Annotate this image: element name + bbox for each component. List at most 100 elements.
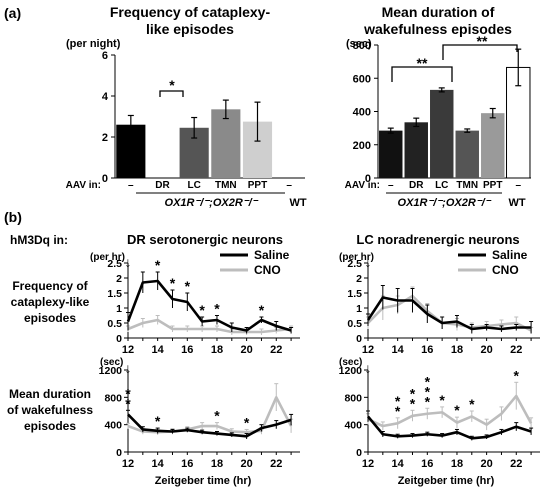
panel-b-label: (b) (4, 209, 22, 225)
lc-dur-y-tick-label: 0 (356, 447, 362, 459)
lc-freq-x-tick-label: 12 (362, 344, 374, 356)
a2-category-label: PPT (483, 180, 502, 191)
a2-y-tick-label: 400 (353, 107, 371, 119)
a2-y-tick-label: 800 (353, 40, 371, 52)
lc-dur-y-tick-label: 400 (344, 420, 362, 432)
a2-bar (430, 89, 454, 178)
lc-dur-x-tick-label: 14 (392, 458, 405, 470)
lc-dur-sig-star: * (514, 367, 520, 383)
a2-y-tick-label: 200 (353, 140, 371, 152)
a1-sig-star: * (169, 77, 175, 93)
dr-dur-saline-line (127, 413, 292, 438)
a1-bar (211, 109, 241, 178)
freq-row-label-line2: cataplexy-like (11, 295, 90, 309)
lc-dur-x-tick-label: 20 (480, 458, 492, 470)
dr-freq-y-tick-label: 2.5 (107, 258, 122, 270)
dr-dur-x-tick-label: 12 (122, 458, 134, 470)
a2-unit-label: (sec) (346, 38, 372, 50)
lc-dur-sig-star: * (439, 392, 445, 408)
a2-wt-label: WT (508, 197, 525, 209)
a2-y-tick-label: 0 (365, 173, 371, 185)
lc-dur-sig-star: * (425, 393, 431, 409)
dr-dur-sig-star: * (125, 395, 131, 411)
a2-bar (481, 113, 505, 178)
chart-a1: Frequency of cataplexy- like episodes (p… (66, 4, 307, 209)
dr-freq-y-tick-label: 0.5 (107, 318, 122, 330)
a2-category-labels: – DR LC TMN PPT – (388, 180, 522, 191)
dr-legend-cno-label: CNO (254, 263, 281, 277)
dr-freq-cno-line (127, 318, 292, 334)
dr-dur-sig-star: * (214, 408, 220, 424)
dr-freq-saline-line (126, 279, 292, 332)
dr-dur-sig-star: * (155, 413, 161, 429)
lc-dur-x-tick-label: 18 (451, 458, 463, 470)
a2-bars (379, 48, 531, 179)
dr-title: DR serotonergic neurons (127, 232, 283, 247)
lc-dur-x-tick-label: 16 (421, 458, 433, 470)
lc-freq-unit: (per hr) (339, 252, 374, 263)
dr-xaxis-title: Zeitgeber time (hr) (155, 475, 252, 487)
dr-dur-y-tick-label: 0 (116, 447, 122, 459)
lc-freq-cno-line (367, 294, 532, 332)
lc-dur-arrow-icon: ↓ (365, 360, 372, 376)
freq-row-label-line1: Frequency of (12, 279, 88, 293)
lc-dur-x-tick-label: 22 (510, 458, 522, 470)
lc-dur-sig-star: * (395, 403, 401, 419)
lc-dur-x-tick-label: 12 (362, 458, 374, 470)
dr-freq-y-tick-label: 0 (116, 333, 122, 345)
lc-freq-y-tick-label: 1.5 (347, 288, 362, 300)
lc-dur-cno-line (367, 394, 533, 428)
lc-freq-x-tick-label: 14 (392, 344, 405, 356)
dur-row-label-line3: episodes (24, 419, 76, 433)
a2-sig-bracket-1 (391, 66, 453, 82)
a2-sig-stars-1: ** (417, 55, 428, 71)
lc-dur-y-tick-label: 800 (344, 392, 362, 404)
lc-dur-y-tick-label: 1200 (339, 365, 363, 377)
dr-freq-y-tick-label: 1 (116, 303, 122, 315)
dr-freq-sig-star: * (259, 302, 265, 318)
dr-freq-sig-star: * (155, 257, 161, 273)
dr-freq-x-tick-label: 18 (211, 344, 223, 356)
a2-category-label: – (388, 180, 394, 191)
dur-row-label: Mean duration of wakefulness episodes (7, 387, 93, 433)
lc-dur-sig-star: * (425, 383, 431, 399)
dr-dur-y-tick-label: 800 (104, 392, 122, 404)
dr-freq-x-tick-label: 12 (122, 344, 134, 356)
lc-dur-sig-star: * (410, 395, 416, 411)
a2-title-line2: wakefulness episodes (363, 21, 512, 37)
lc-dur-unit: (sec) (339, 357, 362, 368)
lc-dur-sig-star: * (454, 402, 460, 418)
chart-lc-frequency: 0 0.5 1 1.5 2 2.5 12 14 16 18 20 22 (347, 258, 540, 356)
dr-freq-unit: (per hr) (90, 252, 125, 263)
a1-aav-label: AAV in: (66, 180, 101, 191)
a2-aav-label: AAV in: (345, 180, 380, 191)
dr-freq-sig-star: * (185, 278, 191, 294)
panel-a-label: (a) (4, 5, 21, 21)
dr-dur-x-tick-label: 20 (240, 458, 252, 470)
a2-bar (379, 130, 403, 178)
a1-bars (116, 99, 273, 178)
chart-a2: Mean duration of wakefulness episodes (s… (345, 4, 531, 209)
dr-freq-x-tick-label: 22 (270, 344, 282, 356)
dr-dur-x-tick-label: 14 (152, 458, 165, 470)
a2-category-label: LC (435, 180, 448, 191)
dr-dur-sig-star: * (244, 414, 250, 430)
dr-freq-y-tick-label: 2 (116, 273, 122, 285)
a2-category-label: – (515, 180, 521, 191)
freq-row-label: Frequency of cataplexy-like episodes (11, 279, 90, 325)
a2-bar (404, 122, 428, 178)
a1-title-line2: like episodes (146, 21, 234, 37)
a2-category-label: DR (409, 180, 424, 191)
dr-legend-saline-label: Saline (254, 248, 290, 262)
lc-freq-x-tick-label: 18 (451, 344, 463, 356)
lc-xaxis-title: Zeitgeber time (hr) (398, 475, 495, 487)
lc-freq-x-tick-label: 20 (480, 344, 492, 356)
dr-freq-arrow-icon: ↓ (125, 254, 132, 270)
dr-legend: Saline CNO (220, 248, 290, 277)
lc-freq-y-tick-label: 0.5 (347, 318, 362, 330)
a2-bar (455, 130, 479, 178)
a1-category-label: – (128, 180, 134, 191)
